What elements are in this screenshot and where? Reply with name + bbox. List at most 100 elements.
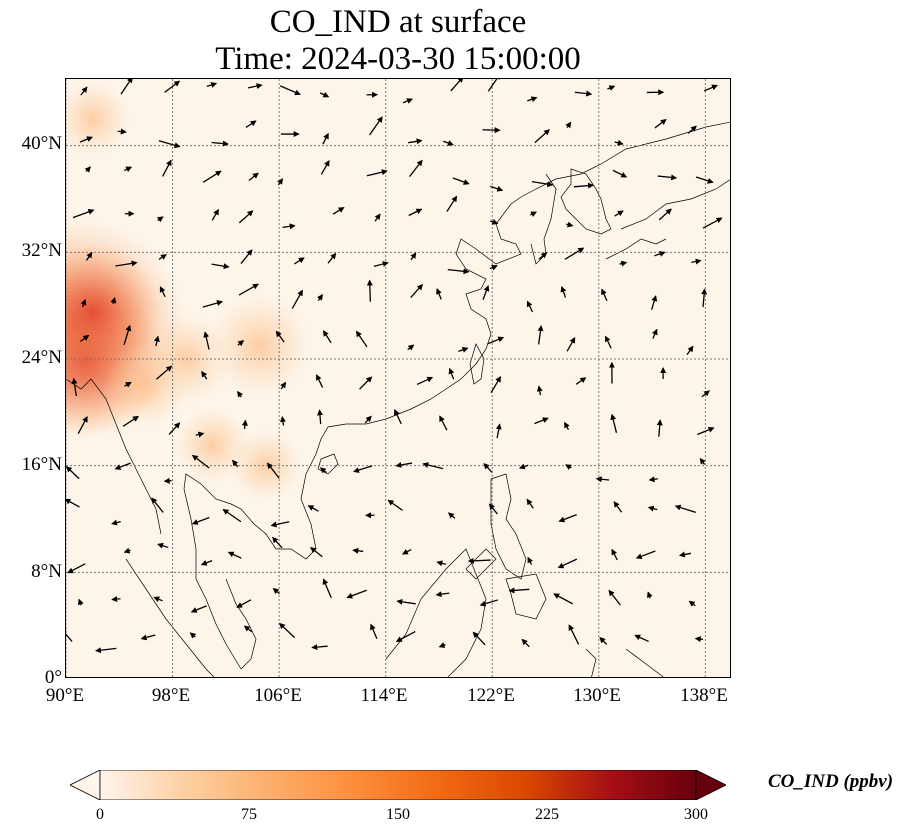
wind-arrow xyxy=(410,283,423,299)
lon-tick-98: 98°E xyxy=(151,685,191,706)
wind-arrow xyxy=(232,459,239,468)
coastlines xyxy=(66,121,730,677)
wind-arrow xyxy=(67,563,86,574)
wind-arrow xyxy=(701,390,710,398)
wind-arrow xyxy=(211,140,229,147)
wind-arrow xyxy=(164,80,181,93)
wind-arrow xyxy=(447,268,470,275)
wind-arrow xyxy=(654,251,666,257)
wind-vectors xyxy=(66,79,723,654)
wind-arrow xyxy=(201,370,208,380)
wind-arrow xyxy=(526,300,534,313)
wind-arrow xyxy=(699,457,706,465)
wind-arrow xyxy=(489,219,499,225)
concentration-hotspot xyxy=(66,81,131,157)
wind-arrow xyxy=(155,365,173,380)
wind-arrow xyxy=(566,221,574,228)
wind-arrow xyxy=(613,501,623,513)
wind-arrow xyxy=(158,254,167,260)
wind-arrow xyxy=(574,90,593,97)
wind-arrow xyxy=(153,596,163,603)
wind-arrow xyxy=(408,138,423,145)
wind-arrow xyxy=(79,136,93,143)
wind-arrow xyxy=(206,82,218,88)
wind-arrow xyxy=(529,211,537,217)
wind-arrow xyxy=(238,210,254,224)
wind-arrow xyxy=(695,176,714,184)
wind-arrow xyxy=(526,498,534,509)
wind-arrow xyxy=(157,542,169,549)
wind-arrow xyxy=(369,116,383,136)
map-time-subtitle: Time: 2024-03-30 15:00:00 xyxy=(215,41,581,77)
wind-arrow xyxy=(240,249,253,264)
wind-arrow xyxy=(604,335,612,349)
lon-tick-90: 90°E xyxy=(45,685,85,706)
wind-arrow xyxy=(599,636,608,645)
map-panel xyxy=(65,78,731,678)
concentration-hotspot xyxy=(103,343,189,429)
wind-arrow xyxy=(612,169,628,178)
wind-arrow xyxy=(691,258,702,265)
wind-arrow xyxy=(531,181,554,188)
wind-arrow xyxy=(652,328,658,339)
wind-arrow xyxy=(703,84,718,92)
wind-arrow xyxy=(191,516,210,525)
wind-arrow xyxy=(140,634,156,641)
wind-arrow xyxy=(646,591,653,599)
wind-arrow xyxy=(71,377,78,397)
wind-arrow xyxy=(490,185,504,192)
wind-arrow xyxy=(120,79,133,95)
wind-arrow xyxy=(122,415,140,427)
wind-arrow xyxy=(410,252,417,261)
wind-arrow xyxy=(701,288,708,308)
wind-arrow xyxy=(534,129,550,144)
wind-arrow xyxy=(527,96,538,103)
wind-arrow xyxy=(202,170,222,183)
wind-arrow xyxy=(293,257,305,265)
colorbar-tick-150: 150 xyxy=(386,806,410,823)
lat-tick-40: 40°N xyxy=(21,133,62,154)
colorbar-tick-300: 300 xyxy=(684,806,708,823)
wind-arrow xyxy=(536,385,543,396)
wind-arrow xyxy=(482,127,501,134)
wind-arrow xyxy=(191,454,210,469)
wind-arrow xyxy=(355,330,368,348)
wind-arrow xyxy=(436,560,447,567)
wind-arrow xyxy=(697,427,715,436)
wind-arrow xyxy=(277,178,283,186)
wind-arrow xyxy=(565,464,572,470)
wind-arrow xyxy=(317,293,323,301)
concentration-field xyxy=(66,81,311,502)
colorbar xyxy=(70,770,726,800)
wind-arrow xyxy=(518,463,529,470)
wind-arrow xyxy=(123,547,131,554)
wind-arrow xyxy=(248,172,259,182)
wind-arrow xyxy=(610,413,618,433)
wind-arrow xyxy=(123,324,132,345)
lat-tick-32: 32°N xyxy=(21,240,62,261)
wind-arrow xyxy=(359,376,373,390)
wind-arrow xyxy=(439,415,448,431)
wind-arrow xyxy=(202,300,223,308)
wind-arrow xyxy=(282,223,296,230)
wind-arrow xyxy=(416,376,434,386)
lon-tick-130: 130°E xyxy=(573,685,621,706)
wind-arrow xyxy=(488,503,498,515)
colorbar-tick-75: 75 xyxy=(241,806,257,823)
wind-arrow xyxy=(66,628,73,642)
wind-arrow xyxy=(366,169,388,177)
wind-arrow xyxy=(110,297,117,304)
wind-arrow xyxy=(272,587,280,595)
wind-arrow xyxy=(694,636,704,643)
wind-arrow xyxy=(527,556,533,565)
wind-arrow xyxy=(608,589,621,606)
wind-arrow xyxy=(189,632,197,639)
concentration-hotspot xyxy=(230,429,302,502)
wind-arrow xyxy=(521,638,530,648)
wind-arrow xyxy=(564,247,585,260)
wind-arrow xyxy=(80,298,87,308)
wind-arrow xyxy=(614,210,624,217)
lat-tick-8: 8°N xyxy=(31,561,62,582)
wind-arrow xyxy=(111,596,121,603)
wind-arrow xyxy=(490,376,502,393)
